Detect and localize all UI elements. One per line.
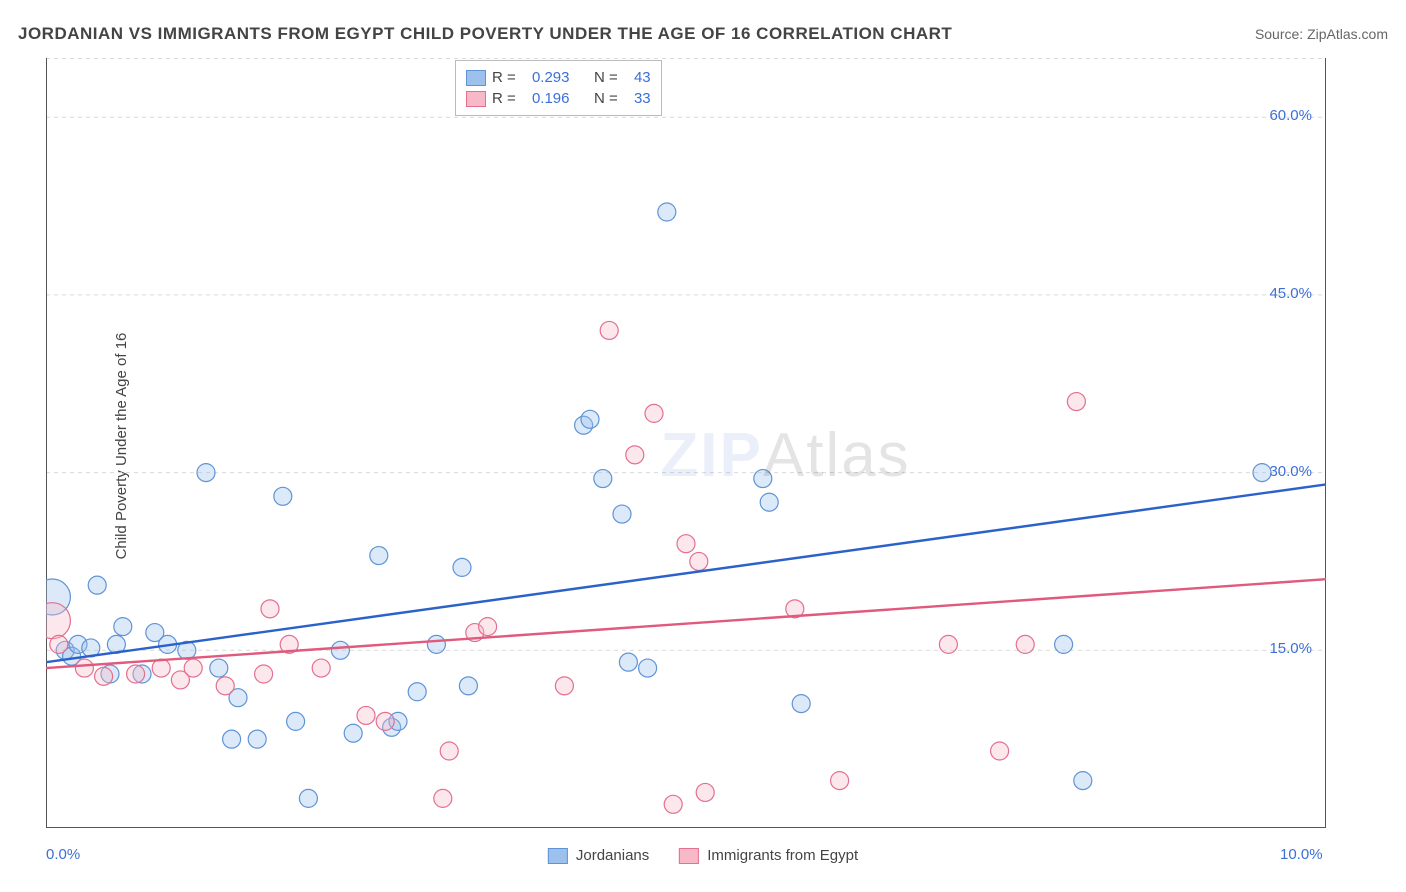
plot-area: ZIPAtlas <box>46 58 1326 828</box>
series-legend-item: Immigrants from Egypt <box>679 847 858 864</box>
chart-title: JORDANIAN VS IMMIGRANTS FROM EGYPT CHILD… <box>18 24 952 44</box>
scatter-svg <box>46 58 1326 828</box>
y-tick: 15.0% <box>1269 640 1312 657</box>
series-legend-label: Immigrants from Egypt <box>707 847 858 864</box>
legend-swatch <box>548 848 568 864</box>
y-tick: 60.0% <box>1269 107 1312 124</box>
x-tick: 10.0% <box>1280 846 1323 863</box>
x-tick: 0.0% <box>46 846 80 863</box>
stats-legend: R = 0.293 N = 43R = 0.196 N = 33 <box>455 60 662 116</box>
chart-source: Source: ZipAtlas.com <box>1255 26 1388 42</box>
legend-swatch <box>466 91 486 107</box>
series-legend: Jordanians Immigrants from Egypt <box>548 847 858 864</box>
y-tick: 30.0% <box>1269 463 1312 480</box>
correlation-chart: JORDANIAN VS IMMIGRANTS FROM EGYPT CHILD… <box>0 0 1406 892</box>
y-tick: 45.0% <box>1269 285 1312 302</box>
series-legend-item: Jordanians <box>548 847 649 864</box>
legend-swatch <box>466 70 486 86</box>
stats-row: R = 0.196 N = 33 <box>466 88 651 109</box>
legend-swatch <box>679 848 699 864</box>
series-legend-label: Jordanians <box>576 847 649 864</box>
stats-row: R = 0.293 N = 43 <box>466 67 651 88</box>
